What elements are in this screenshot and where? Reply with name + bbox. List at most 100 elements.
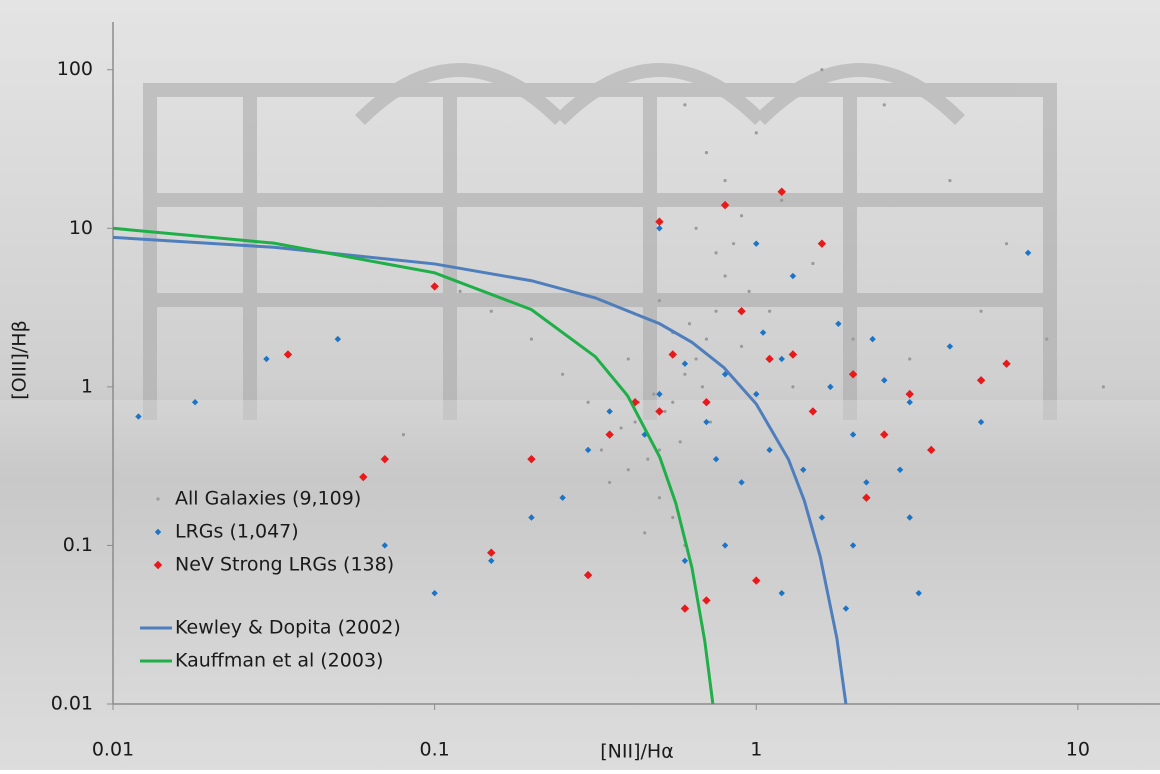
point	[753, 240, 760, 247]
point	[431, 589, 438, 597]
point	[721, 542, 729, 549]
point	[656, 390, 663, 398]
x-tick-label: 0.1	[420, 739, 450, 761]
point	[626, 357, 630, 361]
point	[657, 496, 662, 500]
point	[906, 399, 913, 406]
point	[927, 445, 936, 455]
point	[487, 548, 496, 557]
point	[738, 479, 745, 486]
point	[1101, 385, 1105, 389]
y-tick-label: 100	[57, 58, 93, 80]
point	[946, 343, 954, 350]
y-tick-label: 10	[69, 217, 93, 239]
point	[766, 446, 773, 454]
legend-swatch	[153, 560, 163, 570]
point	[641, 431, 648, 438]
point	[135, 413, 142, 420]
point	[731, 242, 736, 246]
legend-swatch	[154, 528, 162, 536]
point	[767, 309, 772, 313]
point	[680, 604, 690, 613]
point	[702, 398, 711, 407]
point	[488, 557, 495, 564]
point	[948, 178, 952, 183]
point	[849, 431, 857, 438]
point	[721, 371, 729, 378]
point	[976, 376, 986, 385]
point	[915, 589, 922, 597]
point	[681, 557, 689, 564]
point	[703, 418, 710, 426]
point	[657, 298, 662, 303]
point	[1045, 337, 1049, 341]
point	[714, 251, 718, 255]
point	[334, 335, 342, 343]
point	[720, 200, 730, 210]
point	[668, 350, 677, 359]
legend-swatch	[156, 497, 160, 501]
point	[714, 309, 718, 313]
point	[789, 272, 797, 280]
point	[817, 239, 827, 248]
point	[608, 480, 612, 484]
point	[702, 596, 711, 605]
point	[908, 357, 912, 361]
point	[527, 454, 536, 464]
point	[458, 289, 462, 294]
point	[753, 390, 760, 398]
point	[586, 400, 590, 404]
point	[694, 226, 698, 230]
point	[657, 448, 662, 452]
point	[862, 493, 871, 502]
sea	[0, 400, 1160, 770]
point	[646, 457, 650, 461]
point	[712, 455, 720, 463]
point	[599, 448, 604, 452]
point	[191, 399, 199, 406]
point	[747, 289, 751, 294]
point	[643, 531, 647, 535]
point	[896, 466, 904, 473]
point	[529, 337, 534, 341]
point	[777, 187, 786, 196]
point	[528, 514, 535, 521]
point	[1004, 242, 1009, 246]
point	[700, 385, 704, 389]
point	[359, 472, 368, 482]
point	[263, 355, 270, 363]
point	[759, 329, 767, 336]
point	[979, 309, 983, 313]
point	[681, 360, 689, 367]
y-tick-label: 0.1	[63, 534, 93, 556]
point	[723, 274, 727, 278]
curve	[112, 226, 715, 705]
point	[791, 385, 795, 389]
point	[559, 494, 566, 501]
point	[605, 430, 614, 439]
point	[1024, 249, 1032, 257]
point	[704, 337, 709, 341]
point	[704, 151, 709, 155]
point	[671, 400, 675, 404]
x-tick-label: 1	[750, 739, 762, 761]
point	[869, 335, 876, 343]
point	[827, 383, 834, 391]
point	[656, 225, 663, 232]
point	[849, 542, 857, 549]
point	[687, 322, 692, 326]
point	[842, 605, 850, 612]
y-tick-label: 0.01	[51, 693, 93, 715]
point	[788, 350, 798, 359]
point	[780, 198, 784, 202]
point	[663, 409, 667, 414]
point	[739, 214, 744, 218]
point	[1002, 359, 1011, 368]
legend-label: All Galaxies (9,109)	[175, 488, 361, 510]
point	[626, 468, 630, 472]
point	[778, 355, 785, 363]
point	[489, 309, 493, 313]
point	[671, 515, 675, 520]
point	[708, 420, 712, 424]
